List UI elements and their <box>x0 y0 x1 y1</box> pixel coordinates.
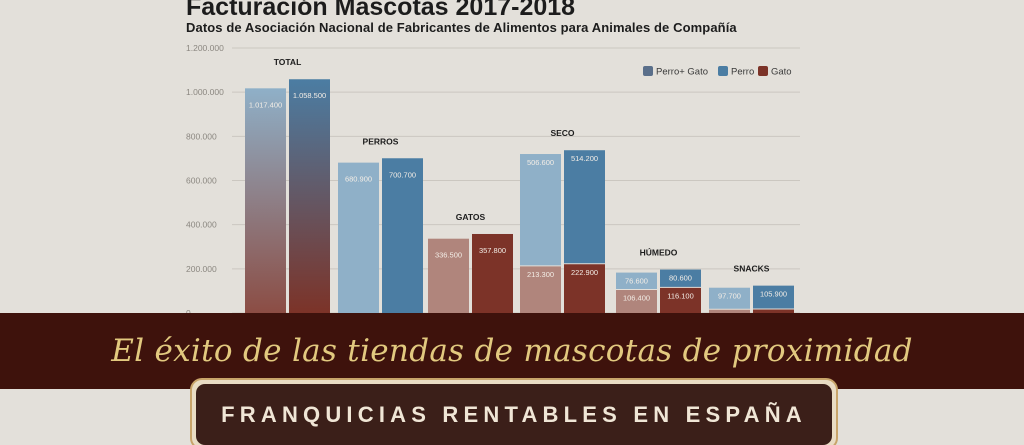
group-label: PERROS <box>363 136 399 146</box>
bar-perro-snacks-2017 <box>709 287 750 310</box>
legend-swatch <box>758 66 768 76</box>
franquicias-button-label: FRANQUICIAS RENTABLES EN ESPAÑA <box>221 401 807 427</box>
franquicias-button[interactable]: FRANQUICIAS RENTABLES EN ESPAÑA <box>196 384 832 445</box>
value-label-perro: 514.200 <box>571 154 598 163</box>
y-tick-label: 0 <box>186 308 191 313</box>
bar-perros-2017 <box>338 162 379 313</box>
value-label: 1.058.500 <box>293 91 326 100</box>
headline-text: El éxito de las tiendas de mascotas de p… <box>111 333 913 369</box>
y-tick-label: 1.000.000 <box>186 87 224 97</box>
group-label: SNACKS <box>734 264 770 274</box>
bar-perro-húmedo-2018 <box>660 269 701 288</box>
value-label-gato: 116.100 <box>667 291 694 300</box>
bar-perros-2018 <box>382 158 423 313</box>
value-label-perro: 506.600 <box>527 158 554 167</box>
value-label-gato: 222.900 <box>571 268 598 277</box>
legend-label: Perro+ Gato <box>656 67 708 78</box>
value-label: 680.900 <box>345 175 372 184</box>
bar-perro-húmedo-2017 <box>616 272 657 290</box>
bar-gato-snacks-2018 <box>753 309 794 313</box>
value-label: 357.800 <box>479 246 506 255</box>
value-label-perro: 76.600 <box>625 277 648 286</box>
value-label: 1.017.400 <box>249 100 282 109</box>
legend: Perro+ Gato Perro Gato <box>643 66 792 78</box>
group-label: TOTAL <box>274 57 302 67</box>
value-label: 700.700 <box>389 170 416 179</box>
value-label-perro: 105.900 <box>760 290 787 299</box>
value-label-perro: 97.700 <box>718 292 741 301</box>
legend-swatch <box>643 66 653 76</box>
bar-gato-snacks-2017 <box>709 309 750 313</box>
value-label-gato: 213.300 <box>527 270 554 279</box>
bar-gato-seco-2018 <box>564 263 605 313</box>
group-label: HÚMEDO <box>640 247 678 258</box>
legend-swatch <box>718 66 728 76</box>
value-label-gato: 106.400 <box>623 294 650 303</box>
y-tick-label: 400.000 <box>186 220 217 230</box>
bar-gatos-2017 <box>428 238 469 313</box>
bar-total-2018 <box>289 79 330 313</box>
value-label-perro: 80.600 <box>669 274 692 283</box>
legend-label: Gato <box>771 67 792 78</box>
legend-label: Perro <box>731 67 754 78</box>
bar-total-2017 <box>245 88 286 313</box>
bar-gato-seco-2017 <box>520 265 561 313</box>
bar-gato-húmedo-2017 <box>616 289 657 313</box>
value-label: 336.500 <box>435 251 462 260</box>
y-tick-label: 600.000 <box>186 176 217 186</box>
bars <box>245 79 794 313</box>
y-tick-label: 1.200.000 <box>186 43 224 53</box>
chart-title: Facturación Mascotas 2017-2018 <box>186 0 576 21</box>
bar-perro-seco-2018 <box>564 150 605 264</box>
chart-subtitle: Datos de Asociación Nacional de Fabrican… <box>186 20 737 35</box>
group-label: SECO <box>550 128 574 138</box>
bar-labels: 1.017.400 1.058.500 TOTAL 680.900 700.700 PER… <box>249 57 787 303</box>
bar-perro-snacks-2018 <box>753 285 794 310</box>
bar-perro-seco-2017 <box>520 154 561 266</box>
y-tick-label: 200.000 <box>186 264 217 274</box>
bar-gato-húmedo-2018 <box>660 287 701 313</box>
bar-gatos-2018 <box>472 233 513 313</box>
bar-chart: 0 200.000 400.000 600.000 800.000 1.000.000 1.… <box>186 43 800 313</box>
headline-banner: El éxito de las tiendas de mascotas de p… <box>0 313 1024 389</box>
group-label: GATOS <box>456 212 486 222</box>
y-tick-label: 800.000 <box>186 131 217 141</box>
